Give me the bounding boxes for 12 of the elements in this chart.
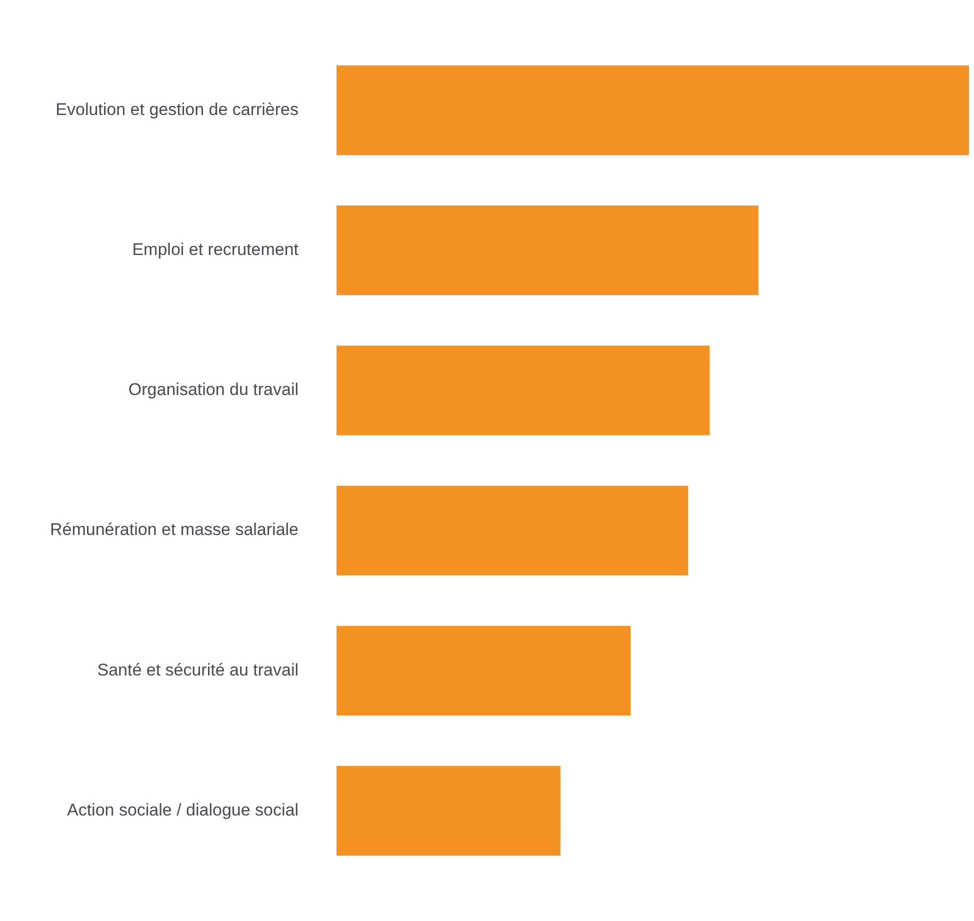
y-tick-label: Emploi et recrutement	[132, 240, 299, 260]
bar	[336, 206, 758, 296]
y-tick-label: Action sociale / dialogue social	[66, 800, 299, 820]
y-tick-label: Santé et sécurité au travail	[97, 660, 299, 680]
y-tick-label: Evolution et gestion de carrières	[56, 100, 299, 119]
bar	[336, 766, 560, 856]
bar	[336, 486, 688, 576]
bar	[336, 626, 631, 716]
y-tick-label: Rémunération et masse salariale	[50, 520, 299, 540]
y-tick-label: Organisation du travail	[128, 380, 299, 400]
bar	[336, 65, 969, 156]
bar	[336, 346, 710, 436]
